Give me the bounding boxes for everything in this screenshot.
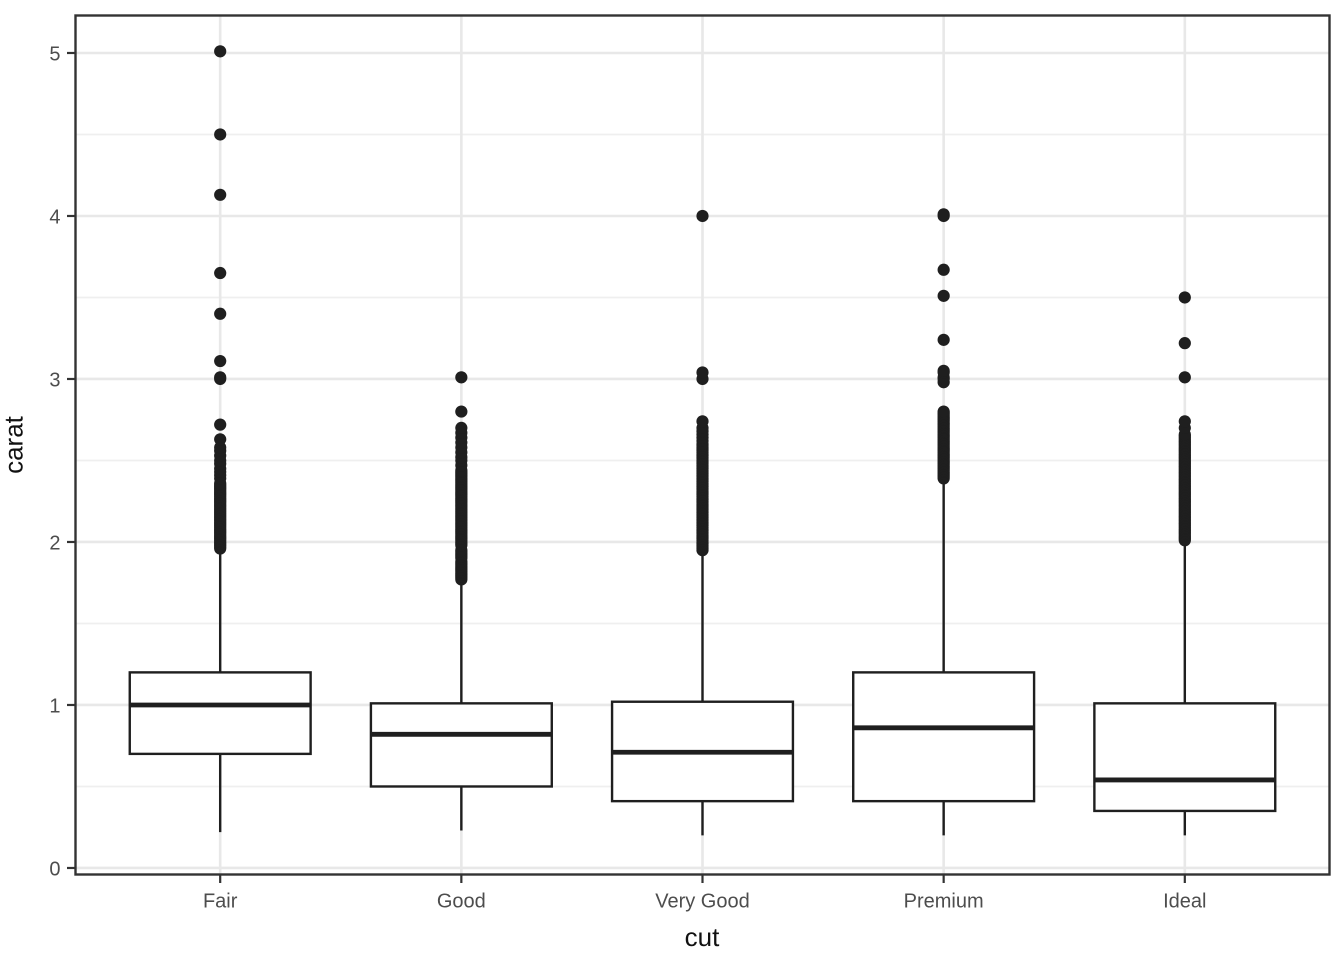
outlier-point	[937, 208, 950, 221]
outlier-point	[214, 433, 227, 446]
outlier-point	[214, 128, 227, 141]
y-tick-label: 0	[49, 858, 60, 880]
x-axis-title: cut	[684, 922, 720, 952]
outlier-point	[214, 266, 227, 280]
y-tick-label: 5	[49, 43, 60, 65]
x-tick-label: Ideal	[1163, 891, 1206, 913]
outlier-point	[214, 418, 227, 431]
outlier-point	[937, 405, 950, 418]
outlier-point	[214, 354, 227, 368]
outlier-point	[455, 421, 468, 434]
outlier-point	[937, 289, 950, 302]
outlier-point	[214, 371, 227, 384]
outlier-point	[1178, 337, 1191, 350]
box-ideal	[1093, 702, 1277, 813]
outlier-point	[214, 45, 227, 58]
box-premium	[852, 671, 1036, 803]
outlier-point	[696, 209, 709, 223]
outlier-point	[1178, 415, 1191, 428]
y-tick-label: 3	[49, 369, 60, 391]
outlier-point	[455, 371, 468, 384]
outlier-point	[937, 364, 950, 377]
x-tick-label: Good	[437, 891, 486, 913]
outlier-point	[214, 188, 227, 201]
y-tick-label: 4	[49, 206, 60, 228]
outlier-point	[1178, 291, 1191, 304]
outlier-point	[696, 415, 709, 428]
box-good	[369, 702, 553, 788]
y-axis-title: carat	[0, 416, 29, 474]
x-tick-label: Premium	[904, 891, 984, 913]
outlier-point	[214, 307, 227, 320]
outlier-point	[696, 366, 709, 379]
outlier-point	[937, 333, 950, 346]
y-tick-label: 2	[49, 532, 60, 554]
y-tick-label: 1	[49, 695, 60, 717]
x-tick-label: Fair	[203, 891, 238, 913]
outlier-point	[937, 263, 950, 276]
x-tick-label: Very Good	[655, 891, 750, 913]
outlier-point	[1178, 371, 1191, 384]
box-fair	[128, 671, 312, 756]
outlier-point	[455, 405, 468, 418]
